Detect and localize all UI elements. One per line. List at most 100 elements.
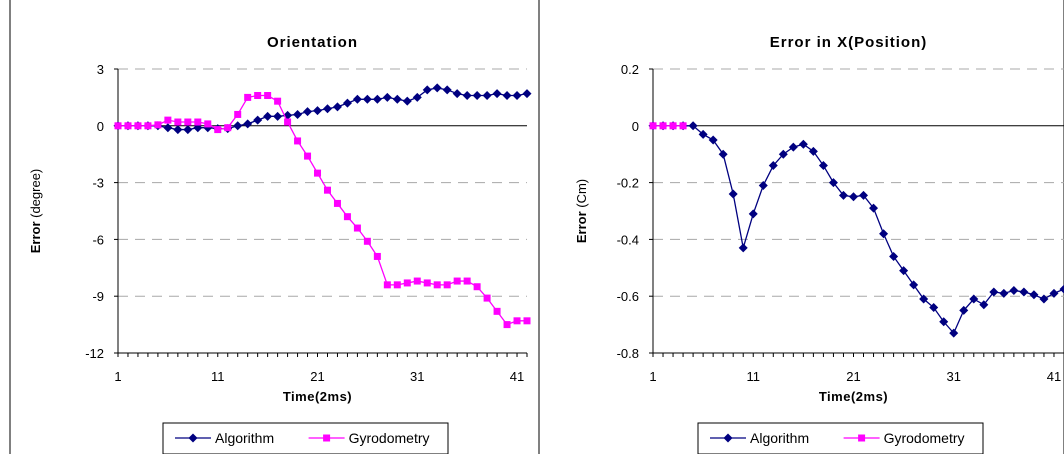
y-tick-label: -0.6 bbox=[617, 289, 639, 304]
point-gyrodometry bbox=[264, 92, 271, 99]
point-algorithm bbox=[303, 107, 312, 116]
point-algorithm bbox=[393, 95, 402, 104]
point-gyrodometry bbox=[154, 121, 161, 128]
y-tick-label: 0 bbox=[97, 119, 104, 134]
point-gyrodometry bbox=[364, 238, 371, 245]
point-algorithm bbox=[799, 140, 808, 149]
point-algorithm bbox=[739, 243, 748, 252]
point-algorithm bbox=[313, 106, 322, 115]
y-tick-label: -0.2 bbox=[617, 176, 639, 191]
y-axis-title: Error (degree) bbox=[28, 169, 43, 254]
point-gyrodometry bbox=[384, 281, 391, 288]
x-tick-label: 11 bbox=[211, 369, 225, 384]
x-tick-label: 21 bbox=[846, 369, 860, 384]
point-gyrodometry bbox=[434, 281, 441, 288]
point-gyrodometry bbox=[354, 225, 361, 232]
point-algorithm bbox=[879, 229, 888, 238]
x-tick-label: 11 bbox=[746, 369, 760, 384]
y-tick-label: -3 bbox=[92, 176, 104, 191]
point-gyrodometry bbox=[484, 295, 491, 302]
x-tick-label: 21 bbox=[310, 369, 324, 384]
point-algorithm bbox=[819, 161, 828, 170]
legend-label: Algorithm bbox=[215, 430, 274, 446]
legend-label: Algorithm bbox=[750, 430, 809, 446]
x-tick-label: 41 bbox=[1047, 369, 1061, 384]
point-algorithm bbox=[433, 83, 442, 92]
point-gyrodometry bbox=[404, 279, 411, 286]
point-gyrodometry bbox=[344, 213, 351, 220]
x-tick-label: 31 bbox=[946, 369, 960, 384]
point-gyrodometry bbox=[115, 122, 122, 129]
x-tick-label: 1 bbox=[649, 369, 656, 384]
point-algorithm bbox=[333, 102, 342, 111]
y-tick-label: -6 bbox=[92, 232, 104, 247]
series-line-algorithm bbox=[653, 126, 1064, 333]
point-algorithm bbox=[849, 192, 858, 201]
y-axis-title: Error (Cm) bbox=[574, 179, 589, 243]
point-algorithm bbox=[323, 104, 332, 113]
legend-marker bbox=[858, 435, 865, 442]
y-tick-label: -0.4 bbox=[617, 232, 639, 247]
point-gyrodometry bbox=[274, 98, 281, 105]
point-algorithm bbox=[899, 266, 908, 275]
point-gyrodometry bbox=[314, 170, 321, 177]
point-gyrodometry bbox=[670, 122, 677, 129]
point-algorithm bbox=[163, 123, 172, 132]
point-gyrodometry bbox=[214, 126, 221, 133]
point-algorithm bbox=[503, 91, 512, 100]
orientation-chart: Orientation 3 0 -3 -6 -9 -12 1 11 21 31 41 Time(2ms)… bbox=[0, 0, 532, 454]
point-gyrodometry bbox=[124, 122, 131, 129]
point-algorithm bbox=[493, 89, 502, 98]
point-gyrodometry bbox=[394, 281, 401, 288]
x-tick-label: 31 bbox=[410, 369, 424, 384]
legend-label: Gyrodometry bbox=[884, 430, 965, 446]
point-algorithm bbox=[363, 95, 372, 104]
point-algorithm bbox=[513, 91, 522, 100]
point-algorithm bbox=[1009, 286, 1018, 295]
point-algorithm bbox=[373, 95, 382, 104]
point-gyrodometry bbox=[134, 122, 141, 129]
point-gyrodometry bbox=[494, 308, 501, 315]
chart-title: Orientation bbox=[267, 34, 358, 51]
point-algorithm bbox=[453, 89, 462, 98]
point-algorithm bbox=[463, 91, 472, 100]
point-gyrodometry bbox=[514, 317, 521, 324]
point-algorithm bbox=[343, 99, 352, 108]
y-tick-label: 3 bbox=[97, 62, 104, 77]
point-algorithm bbox=[263, 112, 272, 121]
point-gyrodometry bbox=[224, 124, 231, 131]
point-gyrodometry bbox=[174, 119, 181, 126]
point-gyrodometry bbox=[234, 111, 241, 118]
y-tick-label: -0.8 bbox=[617, 346, 639, 361]
point-algorithm bbox=[403, 97, 412, 106]
x-tick-label: 1 bbox=[114, 369, 121, 384]
point-algorithm bbox=[523, 89, 532, 98]
point-gyrodometry bbox=[374, 253, 381, 260]
point-algorithm bbox=[909, 280, 918, 289]
point-algorithm bbox=[709, 136, 718, 145]
point-algorithm bbox=[183, 125, 192, 134]
point-algorithm bbox=[273, 112, 282, 121]
point-gyrodometry bbox=[194, 119, 201, 126]
y-tick-label: 0 bbox=[632, 119, 639, 134]
point-gyrodometry bbox=[334, 200, 341, 207]
y-tick-label: -9 bbox=[92, 289, 104, 304]
point-gyrodometry bbox=[444, 281, 451, 288]
point-gyrodometry bbox=[660, 122, 667, 129]
point-gyrodometry bbox=[464, 278, 471, 285]
point-gyrodometry bbox=[144, 122, 151, 129]
point-algorithm bbox=[1029, 290, 1038, 299]
point-algorithm bbox=[173, 125, 182, 134]
point-gyrodometry bbox=[324, 187, 331, 194]
point-gyrodometry bbox=[504, 321, 511, 328]
point-algorithm bbox=[483, 91, 492, 100]
point-algorithm bbox=[243, 119, 252, 128]
point-algorithm bbox=[473, 91, 482, 100]
point-gyrodometry bbox=[680, 122, 687, 129]
point-gyrodometry bbox=[414, 278, 421, 285]
point-gyrodometry bbox=[454, 278, 461, 285]
chart-title: Error in X(Position) bbox=[770, 34, 928, 51]
x-tick-label: 41 bbox=[510, 369, 524, 384]
point-algorithm bbox=[749, 209, 758, 218]
point-algorithm bbox=[1019, 287, 1028, 296]
